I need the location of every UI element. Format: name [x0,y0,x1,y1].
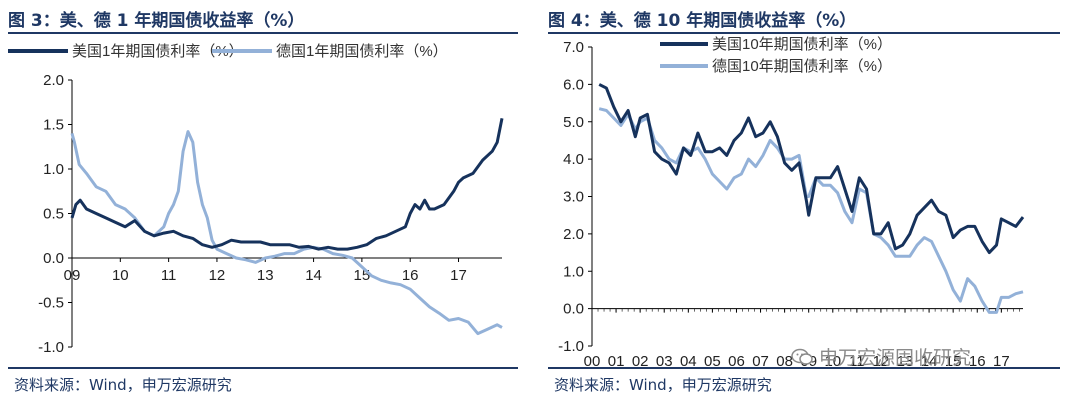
de-yield-line [70,130,503,336]
watermark-text: 申万宏源固收研究 [819,347,972,369]
x-tick-label: 02 [632,353,649,368]
y-tick-label: 1.0 [43,161,64,178]
x-tick-label: 17 [993,353,1010,368]
x-tick-label: 10 [824,353,841,368]
figure-4-source: 资料来源：Wind，申万宏源研究 [554,376,772,394]
us-yield-line [598,83,1025,255]
y-tick-label: 0.0 [43,250,64,267]
figure-4-title: 图 4：美、德 10 年期国债收益率（%） [548,11,857,31]
y-tick-label: 1.0 [563,263,584,280]
y-tick-label: 2.0 [563,226,584,243]
legend-de-label: 德国1年期国债利率（%） [276,42,448,60]
x-tick-label: 08 [776,353,793,368]
y-tick-label: 4.0 [563,151,584,168]
us-yield-line [70,118,504,251]
x-tick-label: 01 [608,353,625,368]
de-yield-line [598,107,1024,314]
y-tick-label: -1.0 [38,339,64,356]
x-tick-label: 15 [354,267,371,284]
y-tick-label: 7.0 [563,39,584,56]
x-tick-label: 14 [921,353,938,368]
x-tick-label: 10 [112,267,129,284]
watermark: 申万宏源固收研究 [791,343,971,370]
wechat-icon [791,348,813,365]
figure-3-chart: -1.0 -0.5 0.0 0.5 1.0 1.5 2.0 09 10 11 12 13 14 15 16 1… [8,42,504,356]
x-tick-label: 14 [305,267,322,284]
x-tick-label: 00 [584,353,601,368]
figure-4-title-rule [548,32,1060,34]
y-tick-label: -1.0 [558,338,584,355]
y-tick-label: 5.0 [563,114,584,131]
x-tick-label: 12 [873,353,890,368]
y-tick-label: 0.0 [563,301,584,318]
x-tick-label: 06 [728,353,745,368]
y-tick-label: 0.5 [43,206,64,223]
legend-de-label: 德国10年期国债利率（%） [712,57,892,75]
x-tick-label: 16 [969,353,986,368]
x-tick-label: 12 [209,267,226,284]
legend-us-label: 美国1年期国债利率（%） [72,43,244,60]
x-tick-label: 17 [450,267,467,284]
figure-4-chart: -1.0 0.0 1.0 2.0 3.0 4.0 5.0 6.0 7.0 00 01 02 03 04 05… [558,36,1025,368]
x-tick-label: 15 [945,353,962,368]
figure-4-source-rule [548,367,1060,369]
x-tick-label: 13 [897,353,914,368]
x-tick-label: 07 [752,353,769,368]
figure-3-source-rule [8,367,518,369]
x-tick-label: 13 [257,267,274,284]
y-tick-label: 2.0 [43,72,64,89]
y-tick-label: -0.5 [38,295,64,312]
x-tick-label: 04 [680,353,697,368]
x-tick-label: 03 [656,353,673,368]
x-tick-label: 11 [161,267,177,284]
y-tick-label: 6.0 [563,76,584,93]
x-tick-label: 11 [849,353,865,368]
legend-us-label: 美国10年期国债利率（%） [712,36,892,53]
x-tick-label: 09 [64,267,81,284]
figure-3-title-rule [8,32,518,34]
figure-3-source: 资料来源：Wind，申万宏源研究 [14,376,232,394]
y-tick-label: 1.5 [43,117,64,134]
x-tick-label: 16 [402,267,419,284]
y-tick-label: 3.0 [563,189,584,206]
x-tick-label: 05 [704,353,721,368]
figure-3-title: 图 3：美、德 1 年期国债收益率（%） [8,11,305,31]
